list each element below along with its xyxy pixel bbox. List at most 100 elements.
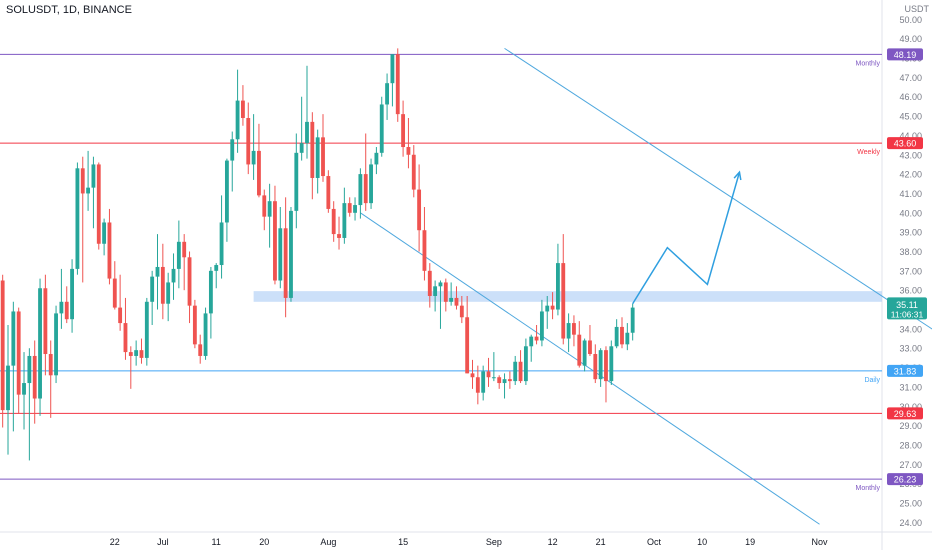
candle-body xyxy=(102,222,107,244)
y-tick-label: 43.00 xyxy=(899,150,922,160)
candle-body xyxy=(16,311,21,395)
last-price-label: 35.11 xyxy=(896,300,918,310)
candle-body xyxy=(192,305,197,345)
support-zone xyxy=(253,291,883,302)
candle-body xyxy=(561,263,566,339)
price-axis xyxy=(882,0,932,550)
candle-body xyxy=(208,270,213,314)
candle-body xyxy=(572,323,576,335)
projection-path xyxy=(632,171,741,305)
candle-body xyxy=(289,210,293,298)
candle-body xyxy=(128,352,133,356)
candle-body xyxy=(598,350,603,380)
candle-body xyxy=(6,365,10,411)
candle-body xyxy=(358,174,363,206)
candle-body xyxy=(465,317,470,374)
y-tick-label: 31.00 xyxy=(899,382,922,392)
candle-body xyxy=(609,346,614,382)
x-tick-label: 11 xyxy=(212,537,221,547)
candle-body xyxy=(294,152,299,211)
candle-body xyxy=(96,164,101,244)
channel-upper-line xyxy=(504,47,932,330)
level-name: Monthly xyxy=(855,485,880,492)
candle-body xyxy=(11,311,16,366)
candle-body xyxy=(507,379,512,382)
y-tick-label: 39.00 xyxy=(899,228,922,238)
candle-body xyxy=(529,336,534,347)
level-price-label: 48.19 xyxy=(894,50,917,60)
candle-body xyxy=(224,160,229,223)
y-tick-label: 28.00 xyxy=(899,440,922,450)
candle-body xyxy=(556,263,560,310)
candle-body xyxy=(32,355,37,399)
candle-body xyxy=(353,205,357,213)
candle-body xyxy=(534,336,539,341)
candle-body xyxy=(443,282,448,302)
candle-body xyxy=(241,100,245,119)
x-tick-label: Nov xyxy=(812,537,829,547)
level-price-label: 26.23 xyxy=(894,475,917,485)
candle-body xyxy=(123,323,128,353)
level-price-tag xyxy=(887,364,923,377)
candle-body xyxy=(417,189,422,231)
candle-body xyxy=(203,313,208,356)
candle-body xyxy=(390,54,395,84)
candle-body xyxy=(604,350,608,382)
candle-body xyxy=(337,234,341,238)
candle-body xyxy=(518,361,523,382)
level-price-label: 31.83 xyxy=(894,366,917,376)
candle-body xyxy=(80,168,85,194)
candle-body xyxy=(395,54,400,115)
candle-body xyxy=(454,297,459,306)
candle-body xyxy=(449,297,454,302)
y-tick-label: 45.00 xyxy=(899,112,922,122)
candle-body xyxy=(22,383,26,395)
bar-countdown-label: 11:06:31 xyxy=(891,309,924,319)
candle-body xyxy=(539,311,544,341)
candle-body xyxy=(219,222,224,266)
candle-body xyxy=(262,195,267,217)
candle-body xyxy=(411,154,416,190)
candle-body xyxy=(379,104,384,153)
candle-body xyxy=(187,257,192,306)
x-tick-label: 20 xyxy=(259,537,269,547)
candle-body xyxy=(176,241,181,269)
candle-body xyxy=(86,187,91,194)
candle-body xyxy=(374,152,379,165)
y-tick-label: 49.00 xyxy=(899,34,922,44)
candle-body xyxy=(267,201,272,217)
candle-body xyxy=(331,208,336,235)
y-tick-label: 44.00 xyxy=(899,131,922,141)
candle-body xyxy=(59,301,64,314)
level-price-label: 29.63 xyxy=(894,409,917,419)
y-tick-label: 37.00 xyxy=(899,266,922,276)
candle-body xyxy=(182,241,187,258)
level-price-tag xyxy=(887,473,923,486)
candle-body xyxy=(0,280,5,411)
y-tick-label: 42.00 xyxy=(899,170,922,180)
candle-body xyxy=(198,344,203,356)
x-tick-label: Jul xyxy=(157,537,169,547)
y-tick-label: 41.00 xyxy=(899,189,922,199)
candle-body xyxy=(625,332,630,345)
x-tick-label: 19 xyxy=(745,537,755,547)
candle-body xyxy=(230,139,235,161)
candle-body xyxy=(27,355,32,384)
candle-body xyxy=(502,379,507,384)
candle-body xyxy=(75,168,80,269)
candle-body xyxy=(310,121,315,178)
y-tick-label: 25.00 xyxy=(899,498,922,508)
candle-body xyxy=(513,361,518,382)
candle-body xyxy=(257,150,261,196)
candle-body xyxy=(150,276,155,302)
candle-body xyxy=(91,164,96,188)
candle-body xyxy=(139,350,144,358)
y-tick-label: 33.00 xyxy=(899,344,922,354)
candle-body xyxy=(620,326,624,345)
y-tick-label: 38.00 xyxy=(899,247,922,257)
candle-body xyxy=(422,230,427,271)
candle-body xyxy=(38,288,42,399)
currency-label: USDT xyxy=(905,4,930,14)
projection-arrowhead xyxy=(733,170,742,181)
